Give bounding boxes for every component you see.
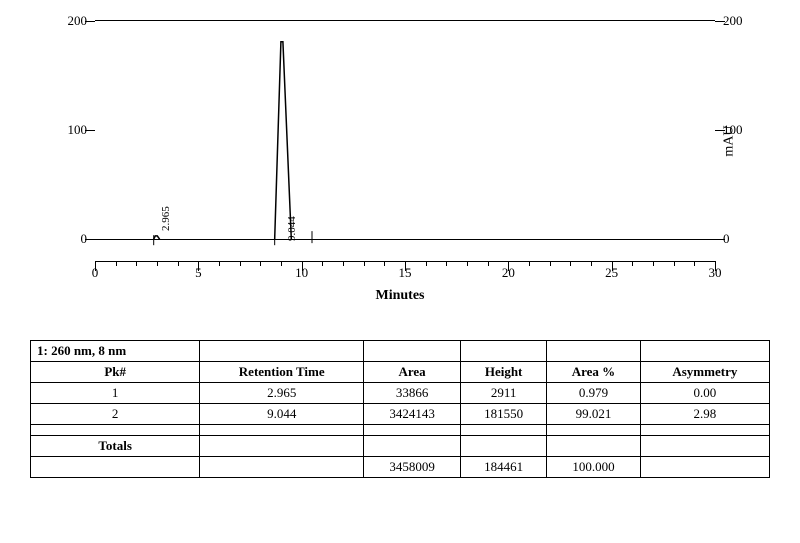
ytick-label-right: 0	[723, 231, 763, 247]
col-height: Height	[461, 362, 547, 383]
table-row: 2 9.044 3424143 181550 99.021 2.98	[31, 404, 770, 425]
col-asym: Asymmetry	[640, 362, 769, 383]
chromatogram-chart: mAU 010020001002002.9659.044 Minutes 051…	[40, 10, 760, 320]
table-title-row: 1: 260 nm, 8 nm	[31, 341, 770, 362]
plot-area: mAU 010020001002002.9659.044	[95, 20, 715, 262]
totals-label-row: Totals	[31, 436, 770, 457]
totals-label: Totals	[31, 436, 200, 457]
ytick-label-right: 200	[723, 13, 763, 29]
peak	[275, 42, 292, 239]
peak-label: 9.044	[286, 216, 298, 241]
ytick-label-right: 100	[723, 122, 763, 138]
xtick-label: 5	[195, 265, 202, 281]
x-axis-label: Minutes	[40, 288, 760, 304]
ytick-label-left: 200	[47, 13, 87, 29]
xtick-label: 15	[399, 265, 412, 281]
xtick-label: 30	[709, 265, 722, 281]
xtick-label: 10	[295, 265, 308, 281]
spacer-row	[31, 425, 770, 436]
xtick-label: 25	[605, 265, 618, 281]
table-header-row: Pk# Retention Time Area Height Area % As…	[31, 362, 770, 383]
peak-label: 2.965	[160, 206, 172, 231]
table-title: 1: 260 nm, 8 nm	[31, 341, 200, 362]
ytick-label-left: 100	[47, 122, 87, 138]
xtick-label: 0	[92, 265, 99, 281]
table-row: 1 2.965 33866 2911 0.979 0.00	[31, 383, 770, 404]
peak	[154, 236, 160, 239]
xtick-label: 20	[502, 265, 515, 281]
col-areapct: Area %	[547, 362, 641, 383]
results-table: 1: 260 nm, 8 nm Pk# Retention Time Area …	[30, 340, 770, 478]
col-rt: Retention Time	[200, 362, 364, 383]
ytick-label-left: 0	[47, 231, 87, 247]
col-area: Area	[364, 362, 461, 383]
col-pk: Pk#	[31, 362, 200, 383]
trace-svg	[95, 21, 715, 261]
totals-row: 3458009 184461 100.000	[31, 457, 770, 478]
